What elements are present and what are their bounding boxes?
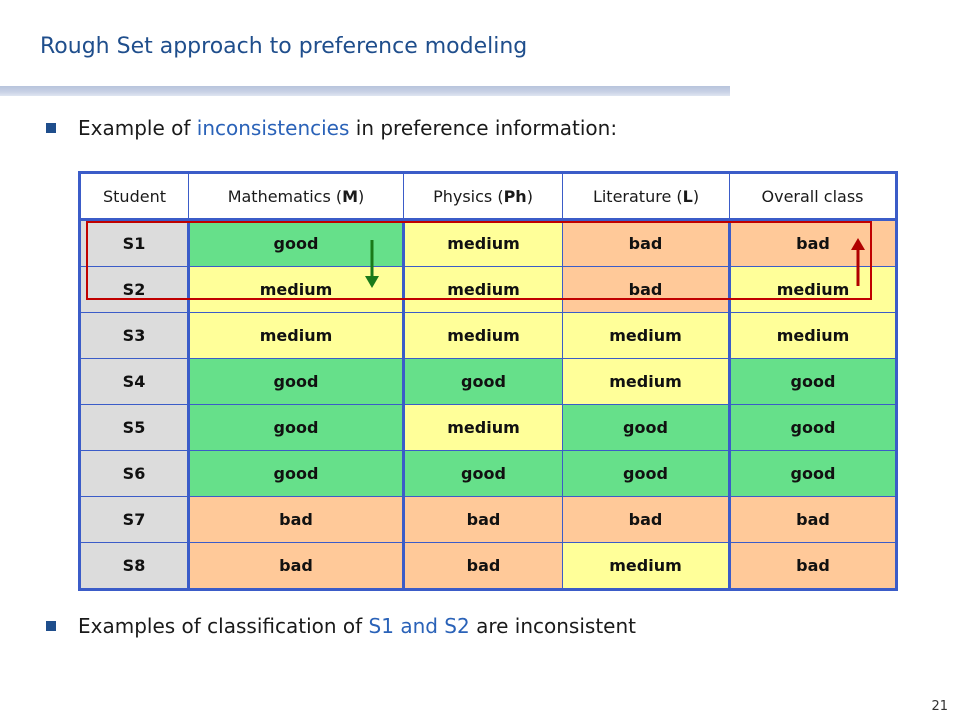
student-id-cell: S8 bbox=[78, 542, 190, 591]
grade-cell: medium bbox=[562, 312, 731, 359]
grade-cell: medium bbox=[188, 266, 405, 313]
highlight-text: S1 and S2 bbox=[368, 614, 470, 638]
page-number: 21 bbox=[931, 699, 948, 714]
grade-cell: medium bbox=[729, 312, 898, 359]
grade-cell: good bbox=[403, 450, 563, 497]
table-row: S6 good good good good bbox=[78, 450, 898, 497]
highlight-text: inconsistencies bbox=[196, 116, 350, 140]
grade-cell: bad bbox=[562, 266, 731, 313]
header-mathematics: Mathematics (M) bbox=[188, 171, 404, 221]
grade-cell: bad bbox=[188, 496, 405, 543]
table-row: S2 medium medium bad medium bbox=[78, 266, 898, 313]
arrow-down-icon bbox=[365, 240, 379, 288]
title-underline-bar bbox=[0, 86, 730, 96]
grade-cell: good bbox=[729, 450, 898, 497]
header-physics: Physics (Ph) bbox=[403, 171, 563, 221]
table-header-row: Student Mathematics (M) Physics (Ph) Lit… bbox=[78, 171, 898, 221]
grade-cell: medium bbox=[562, 358, 731, 405]
student-grades-table: Student Mathematics (M) Physics (Ph) Lit… bbox=[78, 171, 898, 591]
grade-cell: bad bbox=[562, 496, 731, 543]
grade-cell: good bbox=[188, 358, 405, 405]
table-row: S7 bad bad bad bad bbox=[78, 496, 898, 543]
grade-cell: good bbox=[188, 404, 405, 451]
student-id-cell: S5 bbox=[78, 404, 190, 451]
grade-cell: bad bbox=[562, 219, 731, 267]
table-row: S3 medium medium medium medium bbox=[78, 312, 898, 359]
grade-cell: good bbox=[403, 358, 563, 405]
grade-cell: medium bbox=[403, 404, 563, 451]
arrow-up-icon bbox=[851, 238, 865, 286]
grade-cell: good bbox=[188, 450, 405, 497]
student-id-cell: S2 bbox=[78, 266, 190, 313]
grade-cell: good bbox=[729, 404, 898, 451]
grade-cell: bad bbox=[403, 496, 563, 543]
grade-cell: bad bbox=[188, 542, 405, 591]
slide-title: Rough Set approach to preference modelin… bbox=[40, 34, 528, 59]
bullet-square-icon bbox=[46, 123, 56, 133]
grade-cell: medium bbox=[403, 219, 563, 267]
grade-cell: good bbox=[562, 404, 731, 451]
student-id-cell: S3 bbox=[78, 312, 190, 359]
grade-cell: bad bbox=[403, 542, 563, 591]
table-row: S1 good medium bad bad bbox=[78, 219, 898, 267]
bullet-inconsistencies: Example of inconsistencies in preference… bbox=[46, 116, 617, 140]
table-row: S8 bad bad medium bad bbox=[78, 542, 898, 591]
header-literature: Literature (L) bbox=[562, 171, 730, 221]
header-overall-class: Overall class bbox=[729, 171, 898, 221]
table-row: S4 good good medium good bbox=[78, 358, 898, 405]
grade-cell: good bbox=[729, 358, 898, 405]
grade-cell: medium bbox=[403, 312, 563, 359]
table-row: S5 good medium good good bbox=[78, 404, 898, 451]
bullet-text: Example of inconsistencies in preference… bbox=[78, 116, 618, 140]
grade-cell: good bbox=[188, 219, 405, 267]
grade-cell: bad bbox=[729, 496, 898, 543]
grade-cell: bad bbox=[729, 219, 898, 267]
student-id-cell: S7 bbox=[78, 496, 190, 543]
student-id-cell: S4 bbox=[78, 358, 190, 405]
header-student: Student bbox=[78, 171, 189, 221]
bullet-text: Examples of classification of S1 and S2 … bbox=[78, 614, 636, 638]
bullet-classification: Examples of classification of S1 and S2 … bbox=[46, 614, 636, 638]
student-id-cell: S1 bbox=[78, 219, 190, 267]
grade-cell: medium bbox=[729, 266, 898, 313]
grade-cell: medium bbox=[403, 266, 563, 313]
grade-cell: good bbox=[562, 450, 731, 497]
grade-cell: medium bbox=[188, 312, 405, 359]
student-id-cell: S6 bbox=[78, 450, 190, 497]
grade-cell: medium bbox=[562, 542, 731, 591]
bullet-square-icon bbox=[46, 621, 56, 631]
grade-cell: bad bbox=[729, 542, 898, 591]
